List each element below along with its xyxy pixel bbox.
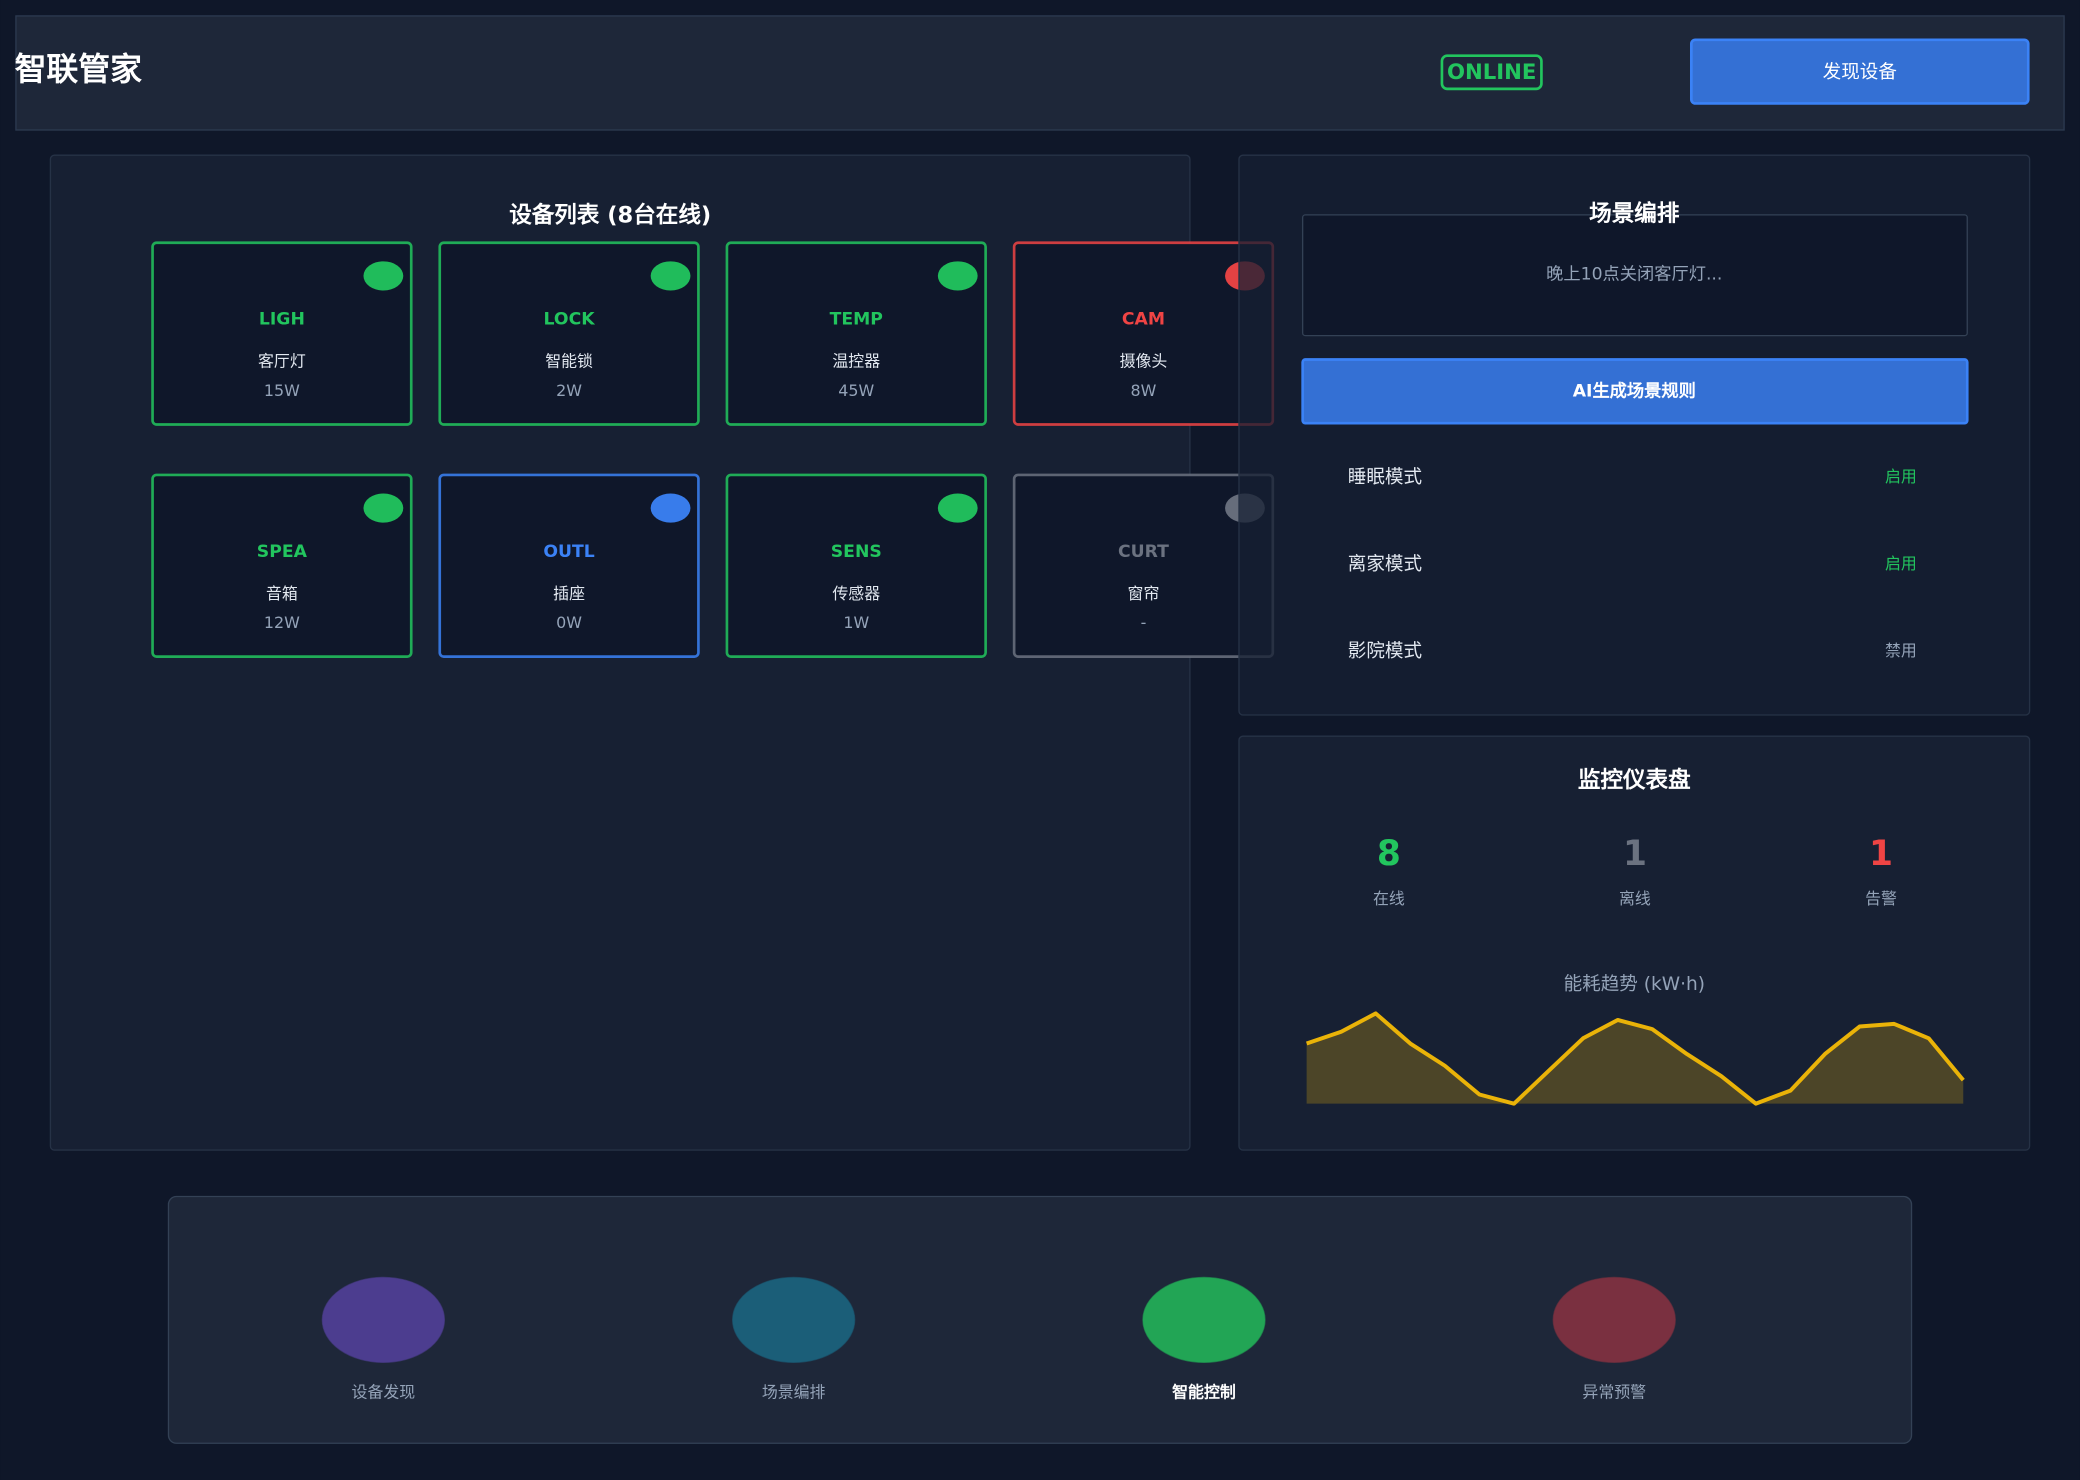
nav-icon[interactable] bbox=[1552, 1276, 1676, 1364]
device-code: LIGH bbox=[259, 310, 305, 330]
device-card[interactable] bbox=[438, 241, 700, 426]
status-text: ONLINE bbox=[1447, 60, 1536, 85]
chart-title: 能耗趋势 (kW·h) bbox=[1564, 974, 1705, 995]
scene-status[interactable]: 启用 bbox=[1885, 554, 1917, 573]
device-power: 15W bbox=[264, 381, 300, 400]
device-card[interactable] bbox=[438, 473, 700, 658]
status-dot bbox=[650, 261, 691, 291]
scene-input[interactable] bbox=[1301, 214, 1968, 337]
app-title: 智联管家 bbox=[15, 50, 142, 88]
device-name: 窗帘 bbox=[1128, 584, 1160, 603]
scene-status[interactable]: 启用 bbox=[1885, 467, 1917, 486]
device-code: SENS bbox=[831, 542, 882, 562]
device-card[interactable] bbox=[725, 473, 987, 658]
device-power: 12W bbox=[264, 613, 300, 632]
status-dot bbox=[363, 261, 404, 291]
nav-icon[interactable] bbox=[321, 1276, 446, 1364]
device-card[interactable] bbox=[151, 241, 413, 426]
stat-value: 1 bbox=[1869, 834, 1893, 874]
scene-name: 睡眠模式 bbox=[1348, 467, 1422, 488]
device-code: OUTL bbox=[543, 542, 594, 562]
device-name: 客厅灯 bbox=[258, 352, 306, 371]
monitor-title: 监控仪表盘 bbox=[1578, 766, 1691, 793]
device-name: 音箱 bbox=[266, 584, 298, 603]
device-name: 智能锁 bbox=[545, 352, 593, 371]
nav-label[interactable]: 场景编排 bbox=[762, 1382, 826, 1401]
device-code: TEMP bbox=[830, 310, 883, 330]
device-power: 45W bbox=[838, 381, 874, 400]
device-power: 1W bbox=[843, 613, 869, 632]
stat-value: 8 bbox=[1377, 834, 1401, 874]
device-name: 摄像头 bbox=[1120, 352, 1168, 371]
device-card[interactable] bbox=[725, 241, 987, 426]
device-code: SPEA bbox=[257, 542, 308, 562]
bottom-nav bbox=[167, 1195, 1913, 1444]
ai-button[interactable] bbox=[1301, 358, 1969, 425]
stat-label: 离线 bbox=[1619, 889, 1651, 908]
status-badge bbox=[1440, 54, 1543, 91]
device-power: - bbox=[1141, 613, 1147, 632]
ai-button-label[interactable]: AI生成场景规则 bbox=[1573, 380, 1696, 401]
nav-label[interactable]: 异常预警 bbox=[1582, 1382, 1646, 1401]
device-code: LOCK bbox=[544, 310, 596, 330]
device-name: 插座 bbox=[553, 584, 585, 603]
device-name: 温控器 bbox=[832, 352, 880, 371]
device-panel-title: 设备列表 (8台在线) bbox=[509, 202, 711, 229]
device-code: CAM bbox=[1122, 310, 1165, 330]
device-name: 传感器 bbox=[832, 584, 880, 603]
status-dot bbox=[937, 261, 978, 291]
stat-label: 在线 bbox=[1373, 889, 1405, 908]
device-power: 0W bbox=[556, 613, 582, 632]
nav-icon[interactable] bbox=[731, 1276, 856, 1364]
device-power: 2W bbox=[556, 381, 582, 400]
discover-button-label[interactable]: 发现设备 bbox=[1823, 62, 1898, 83]
scene-name: 影院模式 bbox=[1348, 641, 1422, 662]
scene-name: 离家模式 bbox=[1348, 554, 1422, 575]
device-power: 8W bbox=[1131, 381, 1157, 400]
stat-label: 告警 bbox=[1865, 889, 1897, 908]
device-code: CURT bbox=[1118, 542, 1169, 562]
nav-label[interactable]: 智能控制 bbox=[1172, 1382, 1236, 1401]
scene-panel-title: 场景编排 bbox=[1589, 200, 1680, 227]
stat-value: 1 bbox=[1623, 834, 1647, 874]
nav-label[interactable]: 设备发现 bbox=[352, 1382, 416, 1401]
scene-status[interactable]: 禁用 bbox=[1885, 641, 1917, 660]
discover-button[interactable] bbox=[1689, 38, 2030, 105]
energy-line bbox=[1305, 1011, 1965, 1106]
status-dot bbox=[937, 493, 978, 523]
status-dot bbox=[363, 493, 404, 523]
device-card[interactable] bbox=[151, 473, 413, 658]
scene-input-placeholder: 晚上10点关闭客厅灯... bbox=[1546, 265, 1722, 285]
status-dot bbox=[650, 493, 691, 523]
energy-area bbox=[1306, 1013, 1964, 1104]
nav-icon[interactable] bbox=[1142, 1276, 1266, 1364]
